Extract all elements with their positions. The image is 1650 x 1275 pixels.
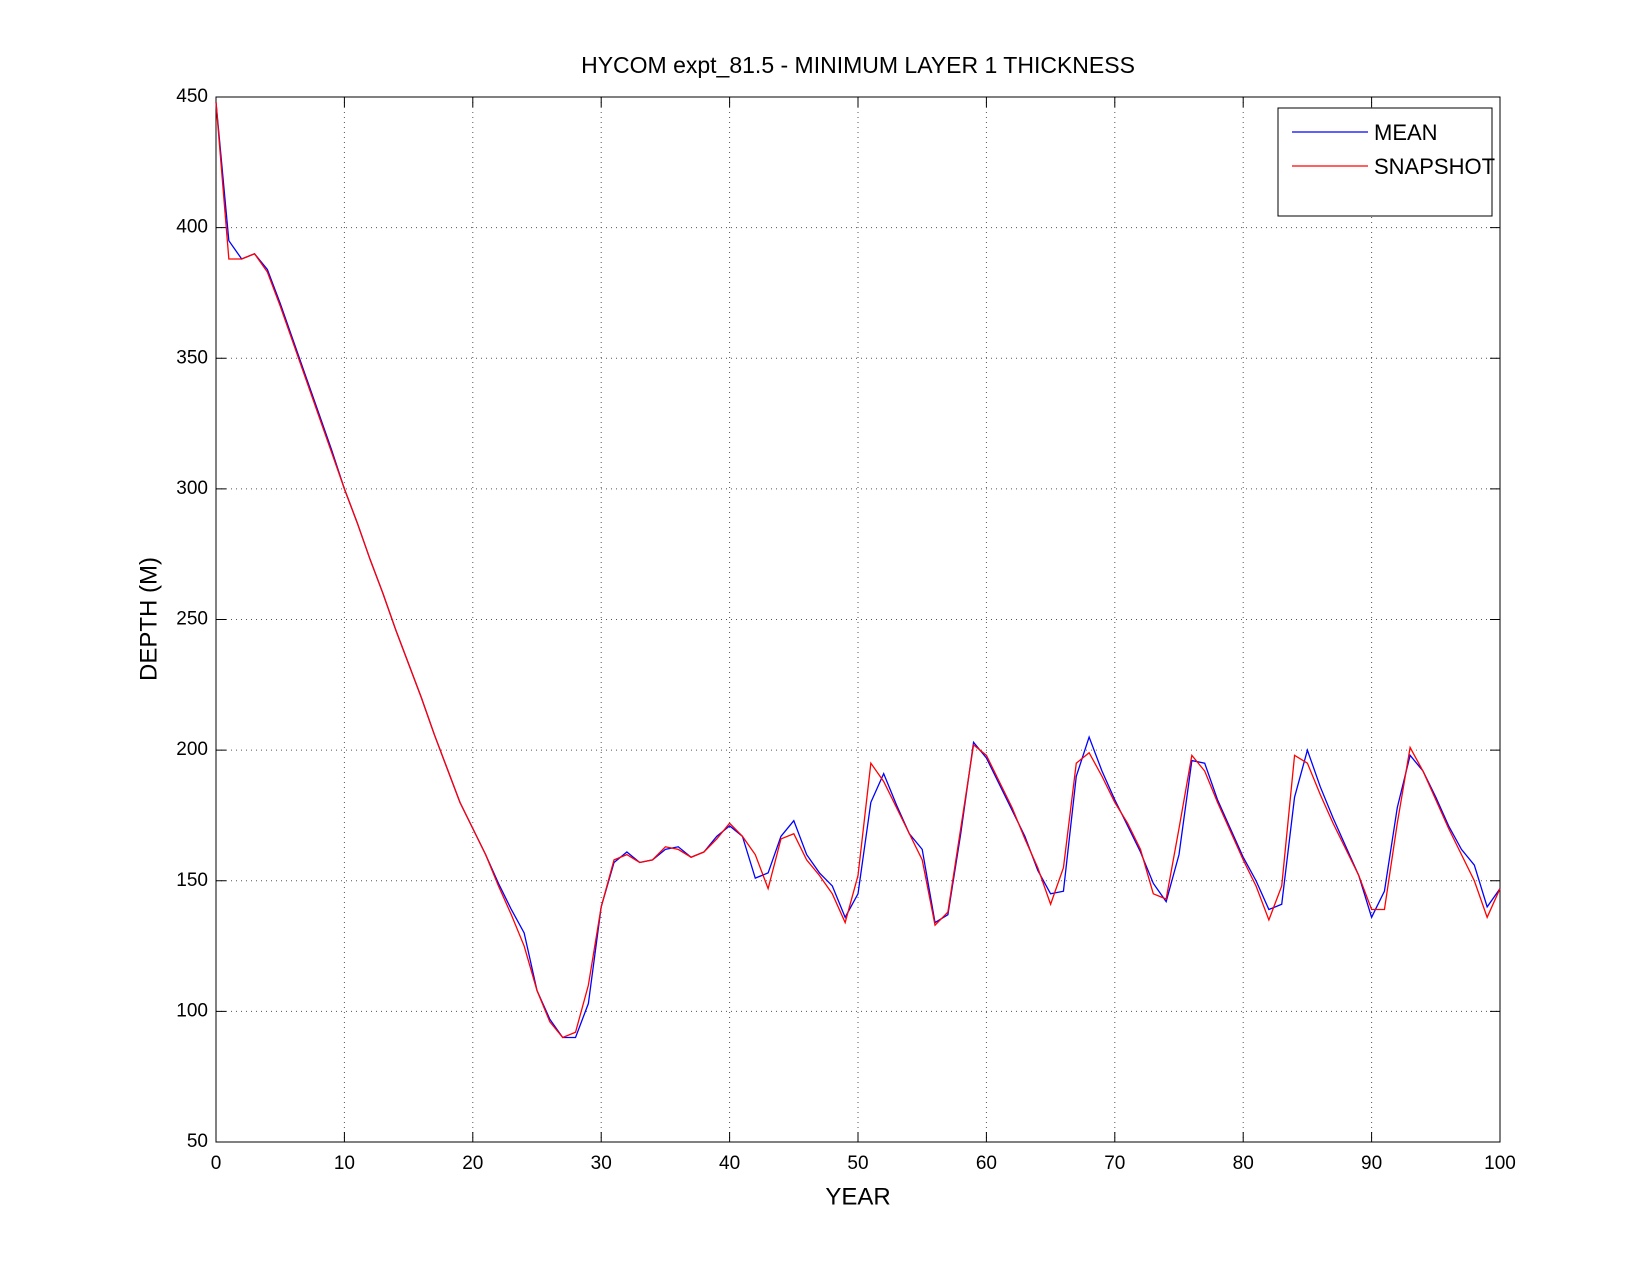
y-tick-label: 250 (176, 609, 208, 630)
x-tick-label: 100 (1484, 1153, 1516, 1174)
y-tick-label: 100 (176, 1000, 208, 1021)
x-tick-label: 50 (847, 1153, 868, 1174)
x-tick-label: 20 (462, 1153, 483, 1174)
y-axis-label: DEPTH (M) (135, 557, 162, 681)
x-axis-label: YEAR (825, 1183, 890, 1210)
y-tick-label: 50 (187, 1131, 208, 1152)
y-tick-label: 150 (176, 870, 208, 891)
data-line (215, 102, 1501, 1039)
y-tick-label: 350 (176, 347, 208, 368)
legend-label: SNAPSHOT (1374, 154, 1495, 179)
plot-frame (215, 96, 1501, 1143)
legend-box (1277, 107, 1493, 217)
y-tick-label: 300 (176, 478, 208, 499)
x-tick-label: 30 (591, 1153, 612, 1174)
x-tick-label: 40 (719, 1153, 740, 1174)
chart-title: HYCOM expt_81.5 - MINIMUM LAYER 1 THICKN… (581, 52, 1135, 78)
x-tick-label: 80 (1233, 1153, 1254, 1174)
y-tick-label: 450 (176, 86, 208, 107)
x-tick-label: 0 (211, 1153, 222, 1174)
y-tick-label: 200 (176, 739, 208, 760)
x-tick-label: 10 (334, 1153, 355, 1174)
y-tick-label: 400 (176, 217, 208, 238)
legend-label: MEAN (1374, 120, 1438, 145)
x-tick-label: 60 (976, 1153, 997, 1174)
x-tick-label: 90 (1361, 1153, 1382, 1174)
x-tick-label: 70 (1104, 1153, 1125, 1174)
